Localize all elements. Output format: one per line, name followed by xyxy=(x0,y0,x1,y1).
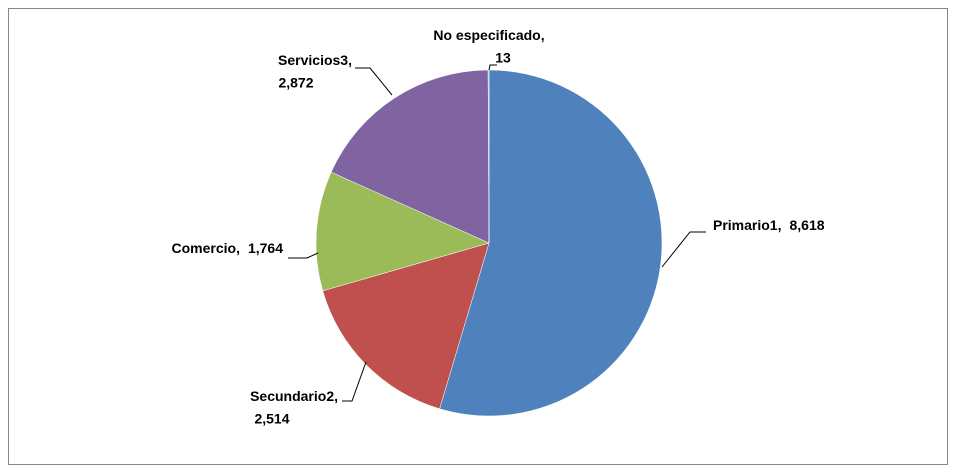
pie-slice xyxy=(322,242,490,410)
leader-line xyxy=(488,64,497,71)
data-label: No especificado, xyxy=(433,27,544,43)
leader-line xyxy=(355,67,393,96)
label-separator: , xyxy=(541,27,545,43)
leader-line xyxy=(342,361,367,402)
label-value: 2,514 xyxy=(254,411,289,427)
data-label: Servicios3, xyxy=(278,52,352,68)
pie-slice xyxy=(487,69,490,244)
pie-slice xyxy=(439,69,663,417)
data-label: Primario1, 8,618 xyxy=(713,217,825,233)
label-separator: , xyxy=(334,388,338,404)
label-name: Secundario2 xyxy=(250,388,334,404)
label-value: 2,872 xyxy=(278,75,313,91)
data-label: Comercio, 1,764 xyxy=(171,240,283,256)
pie-slice xyxy=(315,171,490,292)
data-label: Secundario2, xyxy=(250,388,338,404)
label-value: 8,618 xyxy=(789,217,824,233)
label-name: No especificado xyxy=(433,27,540,43)
label-name: Servicios3 xyxy=(278,52,348,68)
label-separator: , xyxy=(348,52,352,68)
label-value: 1,764 xyxy=(248,240,283,256)
label-separator: , xyxy=(236,240,240,256)
label-value: 13 xyxy=(495,50,511,66)
label-name: Comercio xyxy=(171,240,236,256)
pie-slice xyxy=(330,69,490,244)
label-name: Primario1 xyxy=(713,217,778,233)
leader-line xyxy=(661,231,706,268)
leader-line xyxy=(288,252,319,259)
label-separator: , xyxy=(778,217,782,233)
